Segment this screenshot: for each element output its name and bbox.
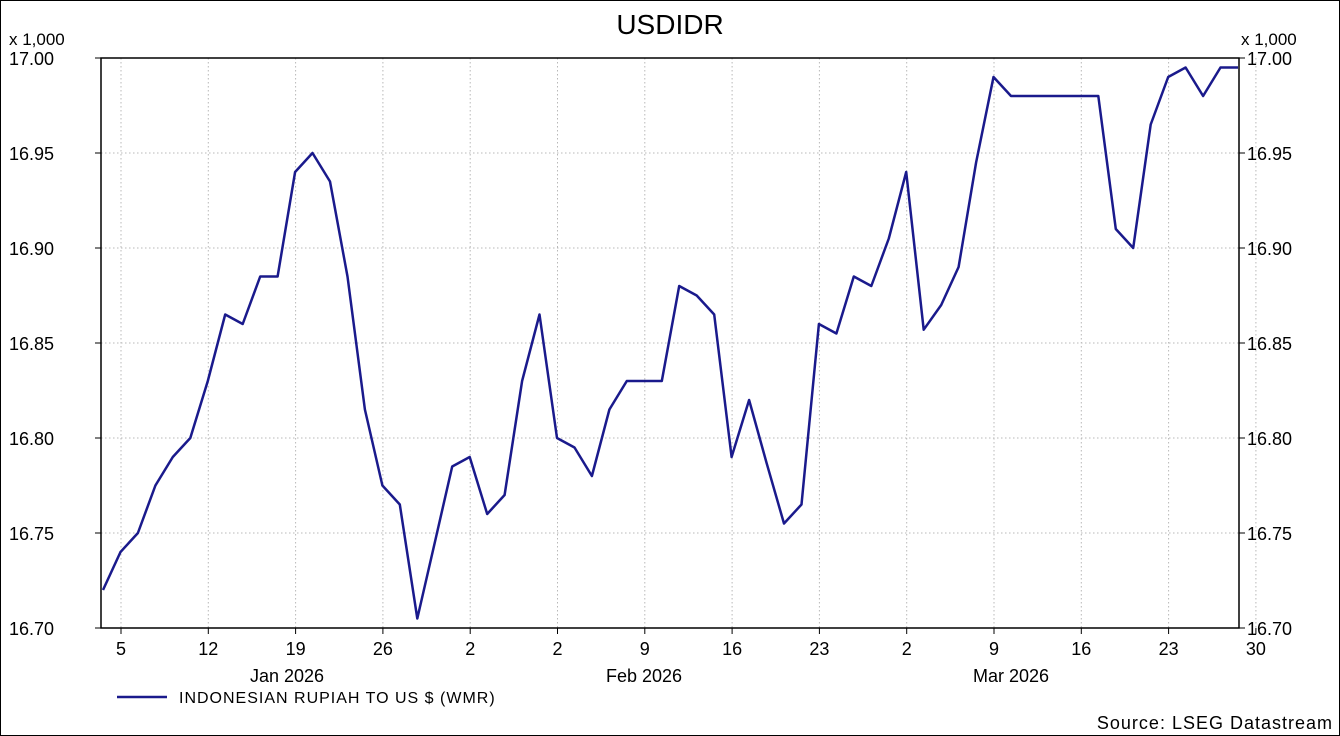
series-line xyxy=(101,66,1238,620)
grid xyxy=(101,58,1257,628)
x-tick-label: 9 xyxy=(989,639,999,659)
y-tick-label: 16.75 xyxy=(1247,524,1292,544)
x-tick-label: 19 xyxy=(286,639,306,659)
y-axis-right: 16.70 16.75 16.80 16.85 16.90 16.95 17.00 xyxy=(1239,49,1292,639)
x-tick-label: 16 xyxy=(722,639,742,659)
y-tick-label: 17.00 xyxy=(1247,49,1292,69)
x-tick-label: 23 xyxy=(1159,639,1179,659)
x-tick-label: 2 xyxy=(552,639,562,659)
y-tick-label: 16.90 xyxy=(1247,239,1292,259)
y-tick-label: 16.85 xyxy=(1247,334,1292,354)
x-tick-label: 9 xyxy=(640,639,650,659)
series-layer xyxy=(101,66,1238,620)
y-tick-label: 16.95 xyxy=(9,144,54,164)
y-tick-label: 17.00 xyxy=(9,49,54,69)
x-tick-label: 12 xyxy=(198,639,218,659)
y-multiplier-right: x 1,000 xyxy=(1241,30,1297,49)
source-note: Source: LSEG Datastream xyxy=(1097,713,1333,733)
legend: INDONESIAN RUPIAH TO US $ (WMR) xyxy=(117,690,496,707)
y-tick-label: 16.80 xyxy=(1247,429,1292,449)
y-tick-label: 16.70 xyxy=(1247,619,1292,639)
x-tick-label: 2 xyxy=(902,639,912,659)
chart-title: USDIDR xyxy=(616,9,723,40)
x-tick-label: 5 xyxy=(116,639,126,659)
legend-label: INDONESIAN RUPIAH TO US $ (WMR) xyxy=(179,690,496,707)
x-tick-label: 23 xyxy=(809,639,829,659)
y-tick-label: 16.75 xyxy=(9,524,54,544)
x-month-label: Mar 2026 xyxy=(973,666,1049,686)
y-axis-left: 16.70 16.75 16.80 16.85 16.90 16.95 17.00 xyxy=(9,49,101,639)
x-tick-label: 26 xyxy=(373,639,393,659)
x-tick-label: 30 xyxy=(1246,639,1266,659)
x-tick-label: 2 xyxy=(465,639,475,659)
y-tick-label: 16.90 xyxy=(9,239,54,259)
y-tick-label: 16.95 xyxy=(1247,144,1292,164)
x-tick-label: 16 xyxy=(1071,639,1091,659)
x-month-label: Jan 2026 xyxy=(250,666,324,686)
y-tick-label: 16.70 xyxy=(9,619,54,639)
x-axis: 5 12 19 26 2 2 9 16 23 2 9 16 23 30 Jan 2026 Feb 2026 Ma… xyxy=(116,628,1266,686)
x-month-label: Feb 2026 xyxy=(606,666,682,686)
y-tick-label: 16.80 xyxy=(9,429,54,449)
y-multiplier-left: x 1,000 xyxy=(9,30,65,49)
y-tick-label: 16.85 xyxy=(9,334,54,354)
